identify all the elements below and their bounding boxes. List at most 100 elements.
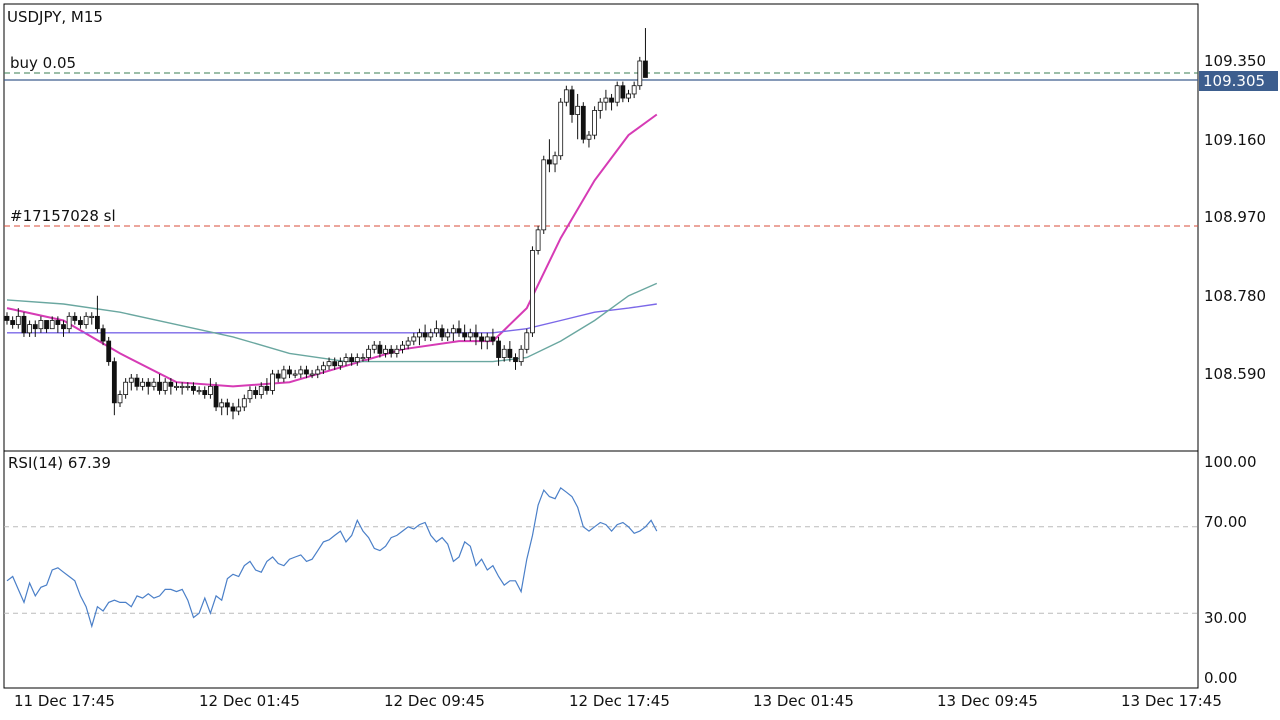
candle-body <box>95 315 100 330</box>
candle-body <box>61 324 66 330</box>
candle-body <box>179 385 185 388</box>
time-tick: 13 Dec 17:45 <box>1121 692 1222 710</box>
candle-body <box>38 320 44 330</box>
candle-body <box>614 85 620 103</box>
candle-body <box>292 373 298 376</box>
candle-body <box>89 315 95 318</box>
time-tick: 11 Dec 17:45 <box>14 692 115 710</box>
time-tick: 13 Dec 09:45 <box>937 692 1038 710</box>
candle-body <box>473 332 479 338</box>
candle-body <box>343 357 349 363</box>
chart-frame <box>3 3 1199 689</box>
candle-body <box>371 344 377 350</box>
candle-body <box>433 328 439 334</box>
candle-body <box>117 394 123 404</box>
candle-body <box>620 85 626 99</box>
candle-body <box>439 328 445 338</box>
candle-body <box>236 406 242 412</box>
candle-body <box>264 385 270 391</box>
candle-body <box>275 373 281 379</box>
candle-body <box>106 340 112 363</box>
candle-body <box>388 348 394 354</box>
candle-body <box>513 357 518 363</box>
candle-body <box>78 320 83 325</box>
candle-body <box>496 340 501 358</box>
candle-body <box>558 101 564 157</box>
chart-title: USDJPY, M15 <box>7 8 103 26</box>
rsi-series-line <box>6 486 658 629</box>
candle-body <box>162 381 168 391</box>
candle-body <box>337 361 343 367</box>
candle-body <box>185 385 191 388</box>
candle-body <box>631 85 637 95</box>
candle-body <box>507 348 513 358</box>
time-tick: 12 Dec 17:45 <box>569 692 670 710</box>
candle-body <box>111 361 117 404</box>
rsi-level-lines <box>4 526 1198 614</box>
candle-body <box>191 385 196 391</box>
candle-body <box>213 385 219 408</box>
time-tick: 12 Dec 01:45 <box>199 692 300 710</box>
current-price-badge: 109.305 <box>1199 71 1278 91</box>
candle-body <box>530 250 535 334</box>
candle-body <box>524 332 530 350</box>
candle-body <box>134 377 140 387</box>
candle-body <box>626 93 631 99</box>
candle-body <box>298 369 304 375</box>
candle-body <box>405 340 411 346</box>
candle-body <box>281 369 287 379</box>
time-tick: 13 Dec 01:45 <box>753 692 854 710</box>
candle-body <box>360 357 366 360</box>
candle-body <box>196 390 202 393</box>
candle-body <box>140 381 146 387</box>
candle-body <box>145 381 151 387</box>
candle-body <box>428 332 434 338</box>
candle-body <box>66 315 72 330</box>
candle-body <box>383 348 388 354</box>
candle-body <box>552 155 558 165</box>
candle-body <box>422 332 428 338</box>
candle-body <box>603 97 609 103</box>
candle-body <box>315 369 321 375</box>
candle-body <box>10 320 16 325</box>
candle-body <box>270 373 275 391</box>
candle-body <box>326 361 332 367</box>
candle-body <box>247 390 253 400</box>
candle-body <box>123 381 129 395</box>
candle-body <box>484 336 490 342</box>
candle-body <box>518 348 524 363</box>
candle-body <box>569 89 575 115</box>
rsi-tick: 0.00 <box>1204 669 1238 687</box>
candle-body <box>219 402 225 408</box>
candle-body <box>224 402 230 408</box>
candle-body <box>637 60 643 87</box>
candle-body <box>490 336 496 342</box>
candle-body <box>320 365 326 371</box>
sl-line-label: #17157028 sl <box>10 207 116 225</box>
candle-body <box>586 134 592 140</box>
candle-body <box>241 398 247 408</box>
candle-body <box>55 320 61 325</box>
candle-body <box>202 390 208 395</box>
candle-body <box>456 328 462 334</box>
candle-body <box>128 377 134 383</box>
candle-body <box>575 105 581 115</box>
candle-body <box>394 348 400 354</box>
price-tick: 109.160 <box>1204 131 1267 149</box>
candle-body <box>32 324 38 330</box>
candle-body <box>563 89 569 103</box>
buy-line-label: buy 0.05 <box>10 54 77 72</box>
rsi-line <box>6 486 658 629</box>
candle-body <box>207 385 213 395</box>
ma-line <box>6 282 658 363</box>
candle-body <box>597 101 603 111</box>
candle-body <box>168 381 174 387</box>
candle-body <box>151 381 157 387</box>
candle-body <box>479 336 485 342</box>
candle-body <box>467 332 473 338</box>
ma-line <box>7 303 657 334</box>
candlesticks <box>4 28 648 420</box>
candle-body <box>15 315 21 325</box>
candle-body <box>609 97 614 103</box>
